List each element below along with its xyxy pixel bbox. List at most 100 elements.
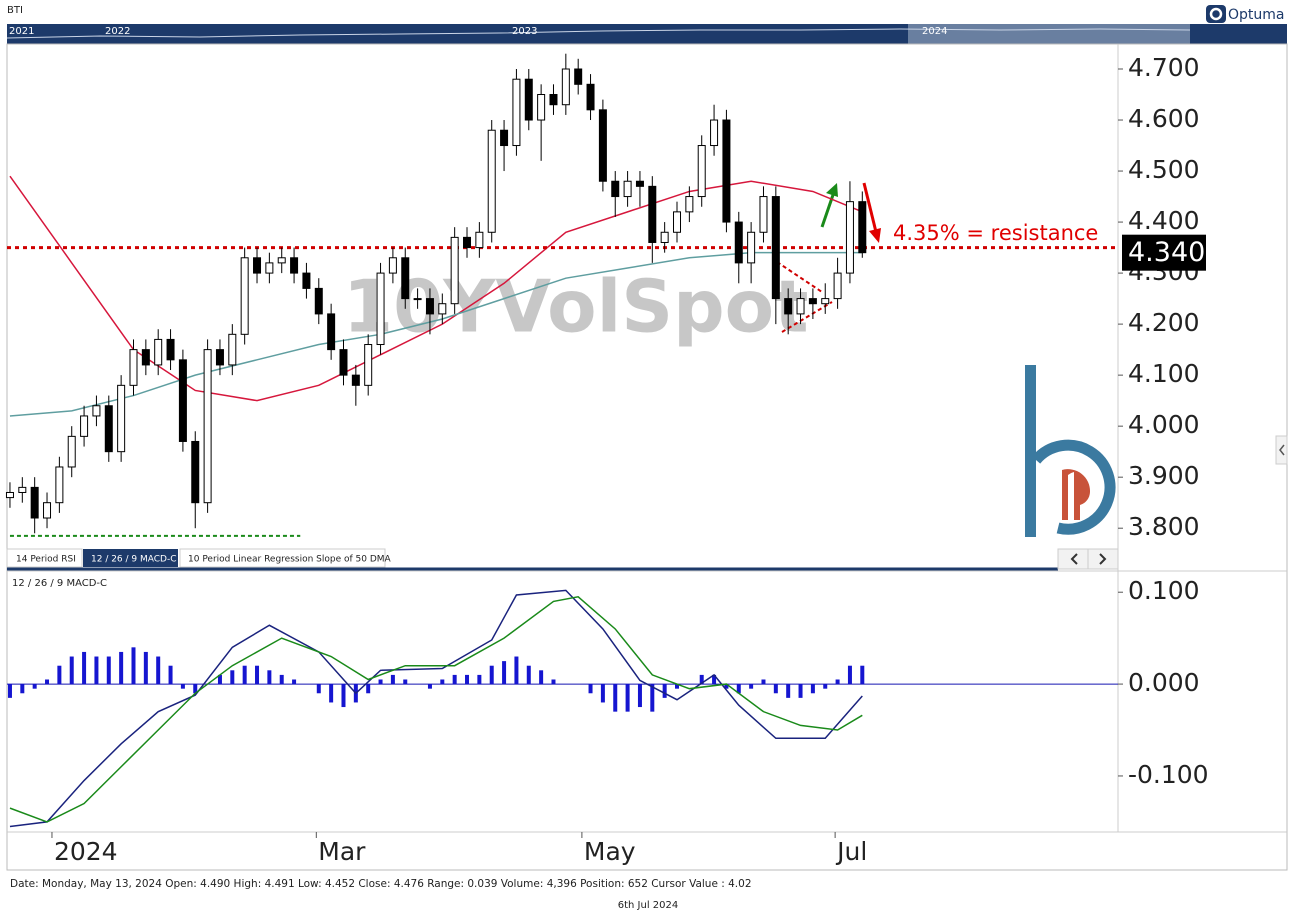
- y-tick-label: 4.100: [1128, 359, 1200, 388]
- candle-body: [265, 262, 274, 274]
- x-tick-label: Mar: [318, 837, 366, 866]
- histogram-bar: [7, 684, 12, 698]
- histogram-bar: [366, 684, 371, 694]
- histogram-bar: [477, 674, 482, 685]
- tab[interactable]: [6, 548, 83, 568]
- candle-body: [166, 338, 175, 361]
- histogram-bar: [20, 684, 25, 694]
- histogram-bar: [329, 684, 334, 703]
- histogram-bar: [514, 656, 519, 685]
- logo-arc: [1031, 439, 1116, 535]
- footer-date: 6th Jul 2024: [618, 900, 679, 911]
- prev-icon: [1070, 553, 1078, 565]
- candle-body: [277, 257, 286, 264]
- tab[interactable]: [179, 548, 386, 568]
- histogram-bar: [810, 684, 815, 694]
- navigator-window[interactable]: [908, 24, 1190, 44]
- histogram-bar: [749, 684, 754, 689]
- candle-body: [845, 201, 854, 274]
- tab-label[interactable]: 14 Period RSI: [16, 555, 76, 565]
- candle-body: [314, 287, 323, 315]
- histogram-bar: [847, 665, 852, 685]
- side-toggle[interactable]: [1275, 435, 1288, 465]
- histogram-bar: [32, 684, 37, 689]
- histogram-bar: [119, 651, 124, 685]
- candle-body: [586, 83, 595, 111]
- candle-body: [302, 272, 311, 289]
- histogram-bar: [489, 665, 494, 685]
- candle-body: [401, 257, 410, 300]
- candle-body: [697, 145, 706, 198]
- tab-label[interactable]: 12 / 26 / 9 MACD-C: [91, 555, 177, 565]
- candle-body: [92, 405, 101, 417]
- logo-bar: [1025, 365, 1036, 537]
- candle-body: [30, 486, 39, 519]
- histogram-bar: [526, 665, 531, 685]
- histogram-bar: [786, 684, 791, 698]
- histogram-bar: [156, 656, 161, 685]
- y-tick-label: 4.600: [1128, 104, 1200, 133]
- candle-body: [598, 109, 607, 182]
- histogram-bar: [69, 656, 74, 685]
- status-line: Date: Monday, May 13, 2024 Open: 4.490 H…: [10, 878, 752, 890]
- histogram-bar: [242, 665, 247, 685]
- histogram-bar: [465, 674, 470, 685]
- candle-body: [635, 180, 644, 187]
- candle-body: [191, 440, 200, 504]
- x-tick-label: 2024: [54, 837, 118, 866]
- histogram-bar: [650, 684, 655, 712]
- histogram-bar: [390, 674, 395, 685]
- side-toggle-icon: [1279, 444, 1285, 456]
- histogram-bar: [440, 679, 445, 685]
- histogram-bar: [316, 684, 321, 694]
- candle-body: [722, 119, 731, 223]
- x-tick-label: Jul: [835, 837, 867, 866]
- y-tick-label: 4.700: [1128, 53, 1200, 82]
- histogram-bar: [625, 684, 630, 712]
- candle-body: [808, 298, 817, 305]
- candle-body: [228, 333, 237, 366]
- nav-year: 2024: [922, 26, 947, 37]
- down-arrow-head: [869, 228, 881, 243]
- last-value-label: 4.340: [1128, 237, 1205, 268]
- histogram-bar: [712, 674, 717, 685]
- candle-body: [364, 344, 373, 386]
- histogram-bar: [860, 665, 865, 685]
- brand: Optuma: [1228, 7, 1285, 23]
- candle-body: [611, 180, 620, 198]
- triangle-upper: [776, 261, 823, 293]
- histogram-bar: [180, 684, 185, 689]
- y-tick-label: 3.900: [1128, 461, 1200, 490]
- up-arrow: [820, 191, 836, 228]
- candle-body: [759, 196, 768, 233]
- candle-body: [80, 415, 89, 437]
- histogram-bar: [143, 651, 148, 685]
- down-arrow: [862, 182, 878, 233]
- candle-body: [67, 435, 76, 468]
- histogram-bar: [267, 670, 272, 685]
- next-icon: [1099, 553, 1107, 565]
- y-tick-label: 4.000: [1128, 410, 1200, 439]
- histogram-bar: [662, 684, 667, 698]
- candle-body: [500, 129, 509, 147]
- candle-body: [253, 257, 262, 274]
- histogram-bar: [613, 684, 618, 712]
- candle-body: [438, 303, 447, 315]
- next-button[interactable]: [1087, 548, 1119, 570]
- candle-body: [660, 231, 669, 243]
- tab-label[interactable]: 10 Period Linear Regression Slope of 50 …: [188, 555, 392, 565]
- candle-body: [18, 486, 27, 493]
- candle-body: [154, 338, 163, 366]
- candle-body: [141, 349, 150, 366]
- tab-active[interactable]: [83, 549, 178, 567]
- histogram-bar: [761, 679, 766, 685]
- candle-body: [351, 374, 360, 386]
- histogram-bar: [798, 684, 803, 698]
- candle-body: [129, 349, 138, 386]
- candle-body: [549, 94, 558, 106]
- navigator-line: [6, 28, 1191, 39]
- histogram-bar: [675, 684, 680, 689]
- histogram-bar: [378, 679, 383, 685]
